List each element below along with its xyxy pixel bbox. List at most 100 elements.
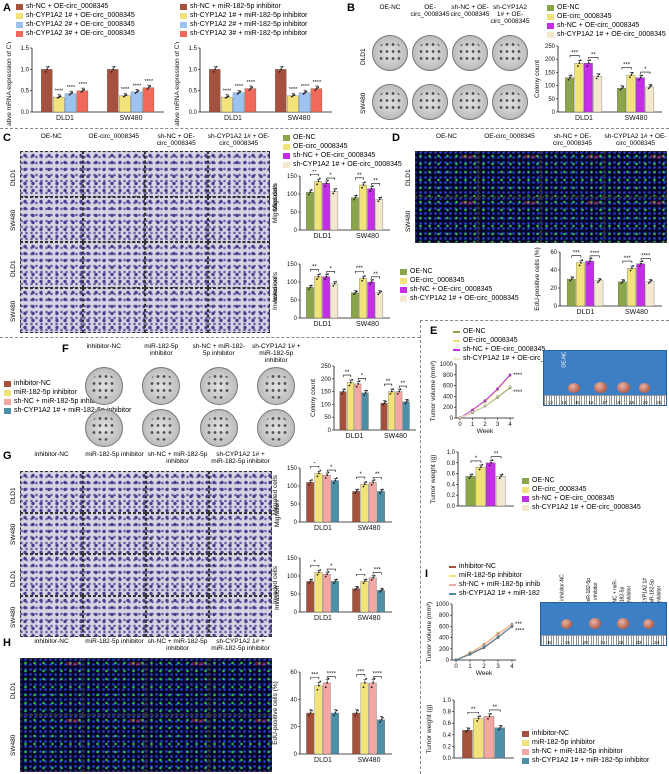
bar bbox=[352, 588, 361, 613]
y-tick-label: 0 bbox=[294, 228, 298, 234]
significance-label: ** bbox=[401, 381, 406, 387]
data-point bbox=[389, 393, 392, 395]
bar bbox=[298, 92, 311, 113]
data-point bbox=[355, 194, 358, 197]
significance-label: **** bbox=[121, 87, 130, 93]
bar bbox=[64, 93, 77, 113]
data-point bbox=[349, 381, 352, 384]
y-tick-label: 0 bbox=[328, 428, 332, 434]
data-point bbox=[83, 88, 86, 91]
data-point bbox=[620, 282, 623, 285]
colony-dish bbox=[452, 34, 488, 71]
data-point bbox=[324, 278, 327, 280]
data-point bbox=[311, 709, 313, 712]
y-tick-label: 50 bbox=[324, 415, 331, 421]
bar bbox=[330, 190, 339, 231]
transwell-image bbox=[146, 554, 209, 596]
bar bbox=[232, 92, 245, 113]
tumor bbox=[643, 619, 654, 629]
significance-bracket bbox=[326, 676, 336, 679]
data-point bbox=[362, 582, 365, 585]
x-tick-label: 3 bbox=[496, 664, 500, 670]
legend-item: OE-circ_0008345 bbox=[453, 337, 572, 345]
data-point bbox=[491, 459, 494, 462]
significance-label: *** bbox=[374, 568, 382, 574]
column-title: sh-CYP1A2 1# + miR-182-5p inhibitor bbox=[211, 451, 270, 465]
transwell-images-g: inhibitor-NC miR-182-5p inhibitor sh-NC + … bbox=[10, 451, 281, 637]
bar bbox=[367, 281, 375, 319]
data-point bbox=[311, 479, 313, 481]
bar bbox=[574, 63, 584, 113]
edu-image: 50 μm bbox=[478, 151, 541, 197]
data-point bbox=[342, 390, 345, 393]
data-point bbox=[361, 279, 363, 282]
significance-bracket bbox=[622, 260, 633, 264]
y-axis-label: Tumor weight (g) bbox=[430, 455, 437, 504]
y-tick-label: 100 bbox=[287, 280, 298, 286]
significance-label: ** bbox=[471, 707, 476, 713]
edu-image: 50 μm bbox=[20, 715, 83, 772]
ruler-number: 19 bbox=[564, 640, 570, 645]
column-title: OE-NC bbox=[379, 4, 401, 11]
data-point bbox=[381, 716, 384, 719]
legend-item: sh-NC + OE-circ_0008345 bbox=[547, 22, 666, 30]
column-title: miR-182-5p inhibitor bbox=[85, 638, 144, 645]
data-point bbox=[363, 394, 366, 397]
data-point bbox=[458, 416, 462, 420]
y-tick-label: 0 bbox=[294, 610, 298, 616]
x-tick-label: 1 bbox=[471, 422, 475, 428]
bar bbox=[576, 262, 585, 307]
y-tick-label: 0.0 bbox=[447, 504, 456, 510]
bar bbox=[314, 473, 323, 523]
data-point bbox=[355, 290, 358, 293]
y-tick-label: 50 bbox=[290, 298, 297, 304]
data-point bbox=[380, 589, 383, 592]
y-tick-label: 0.2 bbox=[447, 493, 456, 499]
colony-dish bbox=[372, 34, 408, 71]
row-label: SW480 bbox=[10, 606, 17, 629]
transwell-image bbox=[145, 151, 208, 197]
data-point bbox=[497, 728, 500, 731]
data-point bbox=[309, 191, 312, 194]
significance-label: **** bbox=[223, 89, 232, 95]
data-point bbox=[308, 483, 311, 486]
data-point bbox=[333, 714, 335, 717]
data-point bbox=[327, 179, 329, 182]
data-point bbox=[316, 688, 319, 691]
y-tick-label: 0 bbox=[552, 110, 556, 116]
data-point bbox=[496, 387, 499, 391]
ruler-number: 21 bbox=[656, 400, 662, 405]
legend-item: sh-CYP1A2 1# + OE-circ_0008345 bbox=[400, 295, 519, 303]
legend-item: sh-CYP1A2 3# + OE-circ_0008345 bbox=[16, 30, 135, 38]
data-point bbox=[136, 91, 138, 93]
edu-image: 50 μm bbox=[415, 197, 478, 243]
data-point bbox=[383, 402, 386, 405]
row-label: SW480 bbox=[10, 523, 17, 546]
colony-images-f: inhibitor-NC miR-182-5p inhibitor sh-NC + … bbox=[75, 343, 305, 449]
data-point bbox=[599, 278, 602, 281]
data-point bbox=[56, 97, 59, 99]
data-point bbox=[334, 580, 337, 583]
y-tick-label: 50 bbox=[548, 97, 555, 103]
data-point bbox=[354, 196, 357, 199]
colony-dish bbox=[142, 367, 181, 405]
significance-label: **** bbox=[301, 84, 310, 90]
transwell-image bbox=[82, 287, 145, 333]
data-point bbox=[471, 473, 474, 476]
data-point bbox=[647, 282, 650, 285]
scale-bar-label: 50 μm bbox=[650, 200, 663, 205]
data-point bbox=[310, 189, 313, 191]
x-tick-label: 1 bbox=[468, 664, 472, 670]
significance-bracket bbox=[588, 57, 599, 60]
transwell-image bbox=[20, 512, 83, 554]
data-point bbox=[407, 399, 409, 402]
data-point bbox=[372, 481, 375, 484]
photo-label: OE-NC bbox=[561, 351, 568, 368]
data-point bbox=[362, 184, 365, 186]
chart-d: 0 20 40 60 EdU-positive cells (%) DLD1 SW480 **… bbox=[534, 247, 662, 316]
legend-item: sh-CYP1A2 1# + OE-circ_0008345 bbox=[453, 355, 572, 363]
significance-bracket bbox=[571, 255, 582, 258]
data-point bbox=[290, 95, 293, 98]
